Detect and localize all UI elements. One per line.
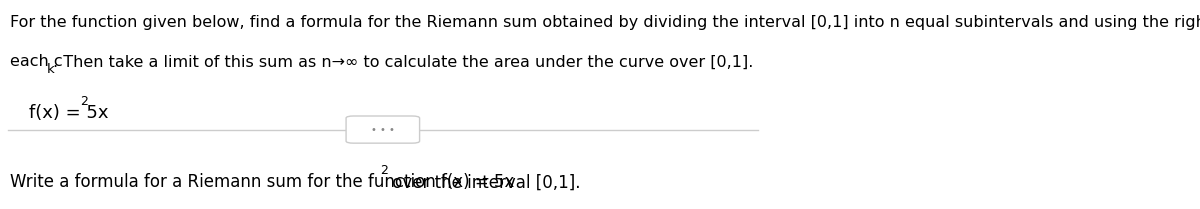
- Text: k: k: [47, 63, 55, 76]
- Text: . Then take a limit of this sum as n→∞ to calculate the area under the curve ove: . Then take a limit of this sum as n→∞ t…: [53, 54, 754, 69]
- Text: For the function given below, find a formula for the Riemann sum obtained by div: For the function given below, find a for…: [10, 15, 1200, 30]
- Text: each c: each c: [10, 54, 62, 69]
- Text: 2: 2: [79, 95, 88, 108]
- Text: • • •: • • •: [371, 125, 395, 135]
- Text: f(x) = 5x: f(x) = 5x: [29, 104, 108, 122]
- Text: 2: 2: [380, 164, 389, 177]
- FancyBboxPatch shape: [346, 116, 420, 143]
- Text: over the interval [0,1].: over the interval [0,1].: [388, 173, 581, 191]
- Text: Write a formula for a Riemann sum for the function f(x) = 5x: Write a formula for a Riemann sum for th…: [10, 173, 515, 191]
